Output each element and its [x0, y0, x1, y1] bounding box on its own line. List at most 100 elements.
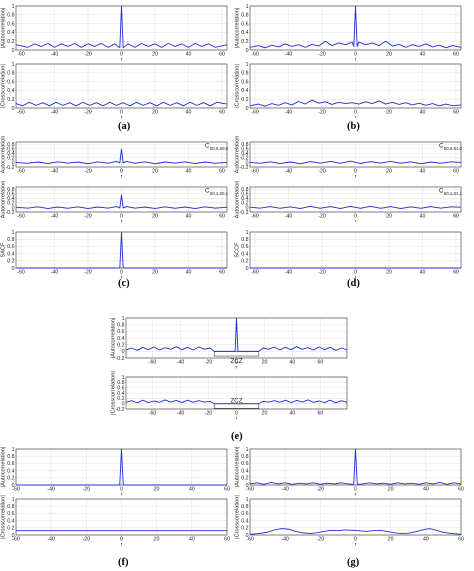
x-tick-label: 0	[354, 110, 357, 116]
x-tick-label: -40	[281, 487, 289, 493]
correlation-annotation-subscript: S0,1,S1,1	[444, 191, 463, 196]
series-line	[125, 399, 348, 405]
series-line	[15, 101, 228, 107]
y-tick-label: 0.2	[7, 201, 14, 207]
y-tick-label: 0.4	[241, 468, 248, 474]
zcz-marker	[213, 351, 260, 357]
x-tick-label: -60	[149, 360, 157, 366]
x-tick-label: 0	[354, 487, 357, 493]
y-tick-label: 0.4	[7, 251, 14, 257]
series-line	[16, 448, 227, 486]
y-tick-label: 0	[246, 48, 249, 54]
chart-e-top: -60 -40 -20 0 20 40 60-0.200.20.40.60.81τ|Auto…	[111, 316, 348, 371]
correlation-annotation-subscript: S0,0,S1,0	[444, 146, 463, 151]
plot-frame	[15, 498, 228, 536]
x-tick-label: -20	[84, 270, 92, 276]
panel-label-e: (e)	[231, 431, 243, 442]
x-tick-label: -60	[251, 214, 259, 220]
x-tick-label: 20	[154, 487, 160, 493]
x-tick-label: 60	[453, 270, 459, 276]
y-axis-label: Autocorrelation	[235, 181, 241, 219]
zcz-label: ZCZ	[230, 397, 242, 404]
x-tick-label: -40	[285, 169, 293, 175]
x-tick-label: -60	[17, 169, 25, 175]
y-tick-label: 0.2	[7, 259, 14, 265]
correlation-annotation-subscript: S0,0,S0,0	[210, 146, 229, 151]
y-tick-label: 0.4	[241, 518, 248, 524]
y-tick-label: 0	[246, 266, 249, 272]
y-tick-label: 0.8	[241, 142, 248, 148]
y-tick-label: -0.2	[116, 356, 125, 362]
x-axis-label: τ	[121, 219, 124, 225]
y-tick-label: 0	[12, 48, 15, 54]
y-tick-label: 0.6	[7, 147, 14, 153]
chart-b-bot: -60 -40 -20 0 20 40 60 0 0.2 0.4 0.6 0.8 1 τ |Crosscor…	[235, 62, 462, 121]
x-tick-label: -40	[285, 270, 293, 276]
y-tick-label: 0.8	[7, 142, 14, 148]
x-tick-label: -60	[12, 487, 20, 493]
x-tick-label: -60	[17, 110, 25, 116]
x-tick-label: -40	[285, 52, 293, 58]
x-tick-label: -20	[84, 169, 92, 175]
y-tick-label: 0.6	[117, 329, 124, 335]
chart-c-2: -60 -40 -20 0 20 40 60-0.200.20.40.60.8τAutoco…	[1, 181, 229, 225]
y-tick-label: 0.4	[117, 336, 124, 342]
x-tick-label: 60	[219, 270, 225, 276]
series-line	[249, 448, 462, 485]
x-tick-label: 0	[235, 411, 238, 417]
y-tick-label: 1	[12, 4, 15, 10]
y-tick-label: 0.2	[241, 156, 248, 162]
x-axis-label: τ	[121, 115, 124, 121]
correlation-annotation: C	[439, 143, 444, 150]
series-line	[16, 231, 227, 269]
y-axis-label: Autocorrelation	[1, 136, 7, 174]
chart-d-1: -60 -40 -20 0 20 40 60-0.200.20.40.60.8τAutoco…	[235, 136, 463, 180]
y-tick-label: 0.2	[117, 342, 124, 348]
x-tick-label: 40	[189, 537, 195, 543]
plot-frame	[249, 498, 462, 536]
x-tick-label: 60	[453, 110, 459, 116]
x-axis-label: τ	[355, 275, 358, 281]
y-tick-label: 0.2	[241, 39, 248, 45]
y-tick-label: 0.4	[7, 468, 14, 474]
x-tick-label: -20	[83, 537, 91, 543]
chart-c-1: -60 -40 -20 0 20 40 60-0.200.20.40.60.8τAutoco…	[1, 136, 229, 180]
y-tick-label: -0.2	[6, 165, 15, 171]
chart-g-bot: -60 -40 -20 0 20 40 6000.20.40.60.81τ|Crosscor…	[235, 495, 464, 547]
x-tick-label: -60	[251, 110, 259, 116]
y-tick-label: 0.2	[241, 259, 248, 265]
x-tick-label: 0	[120, 537, 123, 543]
y-tick-label: -0.2	[240, 210, 249, 216]
y-tick-label: 1	[246, 497, 249, 503]
x-tick-label: -40	[47, 537, 55, 543]
y-tick-label: 0.2	[117, 396, 124, 402]
y-axis-label: Autocorrelation	[235, 136, 241, 174]
y-axis-label: |Autocorrelation|	[1, 8, 7, 49]
y-tick-label: 0.2	[241, 201, 248, 207]
y-tick-label: 1	[12, 447, 15, 453]
y-axis-label: |Crosscorrelation|	[1, 495, 7, 539]
zcz-marker	[213, 403, 260, 409]
x-tick-label: 40	[189, 487, 195, 493]
x-tick-label: 60	[458, 537, 464, 543]
panel-label-a: (a)	[118, 121, 131, 132]
panel-label-b: (b)	[347, 121, 360, 132]
x-tick-label: -40	[281, 537, 289, 543]
chart-f-top: -60 -40 -20 0 20 40 6000.20.40.60.81τ|Autocorr…	[1, 447, 230, 498]
x-axis-label: τ	[236, 365, 239, 371]
y-tick-label: 0.4	[241, 251, 248, 257]
y-tick-label: 0.6	[7, 21, 14, 27]
y-tick-label: 0.2	[7, 156, 14, 162]
y-axis-label: |Autocorrelation|	[235, 8, 241, 49]
x-tick-label: -40	[47, 487, 55, 493]
y-tick-label: 0.8	[7, 187, 14, 193]
x-tick-label: 60	[219, 110, 225, 116]
chart-a-top: -60 -40 -20 0 20 40 60 0 0.2 0.4 0.6 0.8 1 τ |Autocorr…	[1, 4, 228, 63]
y-tick-label: 0.8	[7, 237, 14, 243]
x-tick-label: -20	[84, 214, 92, 220]
x-axis-label: τ	[355, 174, 358, 180]
x-tick-label: -20	[205, 360, 213, 366]
y-tick-label: 0.8	[7, 504, 14, 510]
